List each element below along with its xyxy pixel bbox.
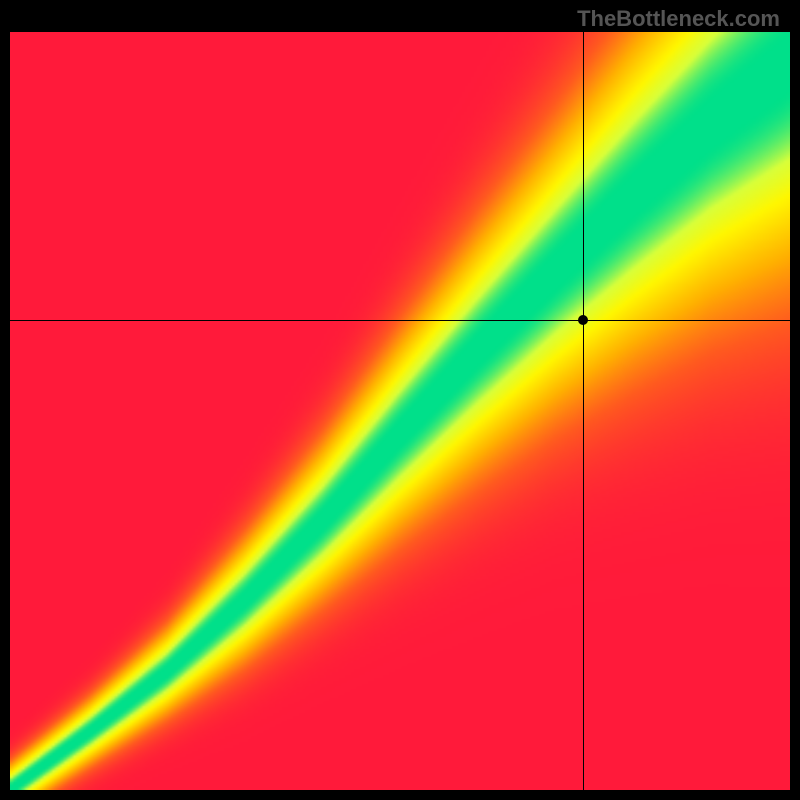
- crosshair-vertical: [583, 32, 584, 790]
- attribution-text: TheBottleneck.com: [577, 6, 780, 32]
- bottleneck-heatmap: [10, 32, 790, 790]
- crosshair-marker: [578, 315, 588, 325]
- heatmap-canvas: [10, 32, 790, 790]
- crosshair-horizontal: [10, 320, 790, 321]
